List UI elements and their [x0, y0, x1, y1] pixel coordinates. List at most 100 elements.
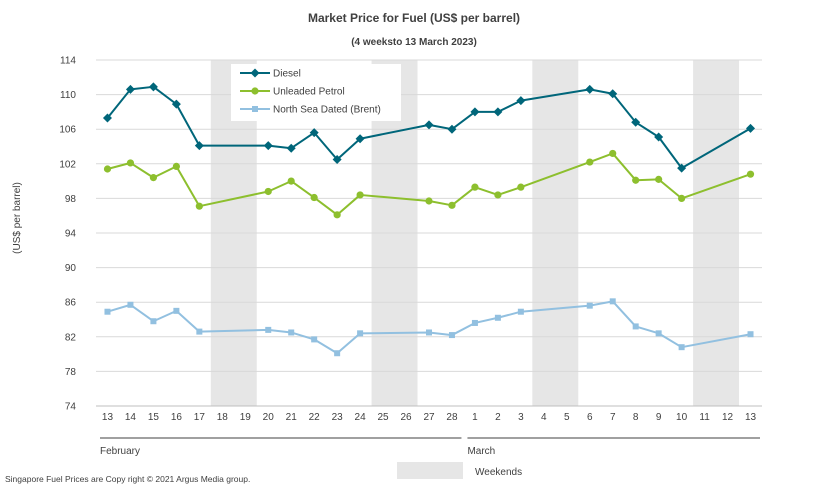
y-tick-label: 86 — [65, 298, 77, 309]
series-unleaded-petrol — [103, 149, 755, 219]
y-tick-label: 106 — [59, 125, 76, 136]
series-layer — [102, 82, 756, 357]
data-point — [150, 318, 157, 325]
data-point — [357, 330, 364, 337]
data-point — [127, 301, 134, 308]
x-tick-label: 13 — [745, 412, 757, 423]
data-point — [493, 107, 503, 117]
y-tick-label: 74 — [65, 402, 77, 413]
data-point — [102, 113, 112, 123]
y-tick-label: 78 — [65, 367, 77, 378]
chart-subtitle: (4 weeksto 13 March 2023) — [351, 37, 477, 48]
x-tick-label: 12 — [722, 412, 734, 423]
x-tick-label: 3 — [518, 412, 524, 423]
series-north-sea-dated-brent — [104, 298, 754, 357]
data-point — [251, 87, 259, 95]
data-point — [263, 141, 273, 151]
data-point — [195, 202, 203, 210]
data-point — [631, 117, 641, 127]
weekends-swatch — [397, 462, 463, 479]
data-point — [334, 350, 341, 357]
series-line — [107, 152, 751, 216]
data-point — [171, 99, 181, 109]
x-tick-label: 8 — [633, 412, 639, 423]
data-point — [252, 106, 258, 112]
data-point — [655, 175, 663, 183]
x-tick-label: 16 — [171, 412, 183, 423]
y-tick-labels: 74 78 82 86 90 94 98 102 106 110 114 — [59, 56, 76, 413]
x-tick-label: 17 — [194, 412, 206, 423]
data-point — [747, 331, 754, 338]
y-tick-label: 94 — [65, 229, 77, 240]
data-point — [194, 141, 204, 151]
data-point — [471, 319, 478, 326]
x-tick-label: 18 — [217, 412, 229, 423]
data-point — [586, 158, 594, 166]
x-tick-label: 20 — [263, 412, 275, 423]
legend-label: Diesel — [273, 69, 301, 80]
data-point — [678, 194, 686, 202]
legend-label: Unleaded Petrol — [273, 87, 345, 98]
x-tick-label: 28 — [446, 412, 458, 423]
data-point — [609, 149, 617, 158]
x-tick-label: 13 — [102, 412, 114, 423]
data-point — [632, 323, 639, 330]
x-tick-label: 19 — [240, 412, 252, 423]
data-point — [173, 307, 180, 314]
data-point — [424, 120, 434, 130]
data-point — [448, 201, 456, 209]
data-point — [104, 308, 111, 315]
data-point — [678, 344, 685, 351]
data-point — [516, 96, 526, 106]
x-tick-label: 26 — [400, 412, 412, 423]
chart-title: Market Price for Fuel (US$ per barrel) — [308, 11, 520, 25]
data-point — [309, 128, 319, 138]
data-point — [264, 187, 272, 196]
data-point — [632, 176, 640, 184]
data-point — [609, 298, 616, 305]
x-tick-label: 14 — [125, 412, 137, 423]
data-point — [288, 329, 295, 336]
series-line — [107, 300, 751, 355]
data-point — [103, 165, 112, 173]
x-tick-label: 27 — [423, 412, 435, 423]
data-point — [125, 84, 135, 94]
y-axis-label: (US$ per barrel) — [12, 182, 23, 254]
data-point — [311, 336, 318, 343]
x-tick-label: 5 — [564, 412, 570, 423]
data-point — [148, 82, 158, 92]
data-point — [355, 134, 365, 144]
x-tick-label: 4 — [541, 412, 547, 423]
data-point — [425, 197, 433, 205]
gridlines — [96, 59, 762, 407]
y-tick-label: 90 — [65, 263, 77, 274]
data-point — [655, 330, 662, 337]
month-axis: February March — [100, 437, 760, 457]
x-tick-label: 11 — [699, 412, 710, 423]
x-tick-label: 23 — [332, 412, 344, 423]
copyright-text: Singapore Fuel Prices are Copy right © 2… — [5, 474, 250, 484]
data-point — [746, 123, 756, 133]
data-point — [447, 124, 457, 134]
x-tick-label: 22 — [309, 412, 321, 423]
data-point — [126, 159, 135, 167]
data-point — [608, 89, 618, 99]
data-point — [310, 193, 318, 202]
data-point — [426, 329, 432, 336]
data-point — [517, 308, 524, 315]
data-point — [265, 326, 272, 333]
weekends-label: Weekends — [475, 467, 522, 478]
data-point — [356, 191, 364, 199]
x-tick-label: 1 — [472, 412, 478, 423]
x-tick-label: 9 — [656, 412, 662, 423]
data-point — [654, 132, 664, 142]
data-point — [494, 314, 501, 321]
y-tick-label: 114 — [60, 56, 76, 67]
data-point — [332, 154, 342, 164]
data-point — [471, 183, 479, 191]
legend: Diesel Unleaded Petrol North Sea Dated (Br… — [231, 64, 401, 121]
data-point — [196, 328, 203, 335]
data-point — [677, 163, 687, 173]
